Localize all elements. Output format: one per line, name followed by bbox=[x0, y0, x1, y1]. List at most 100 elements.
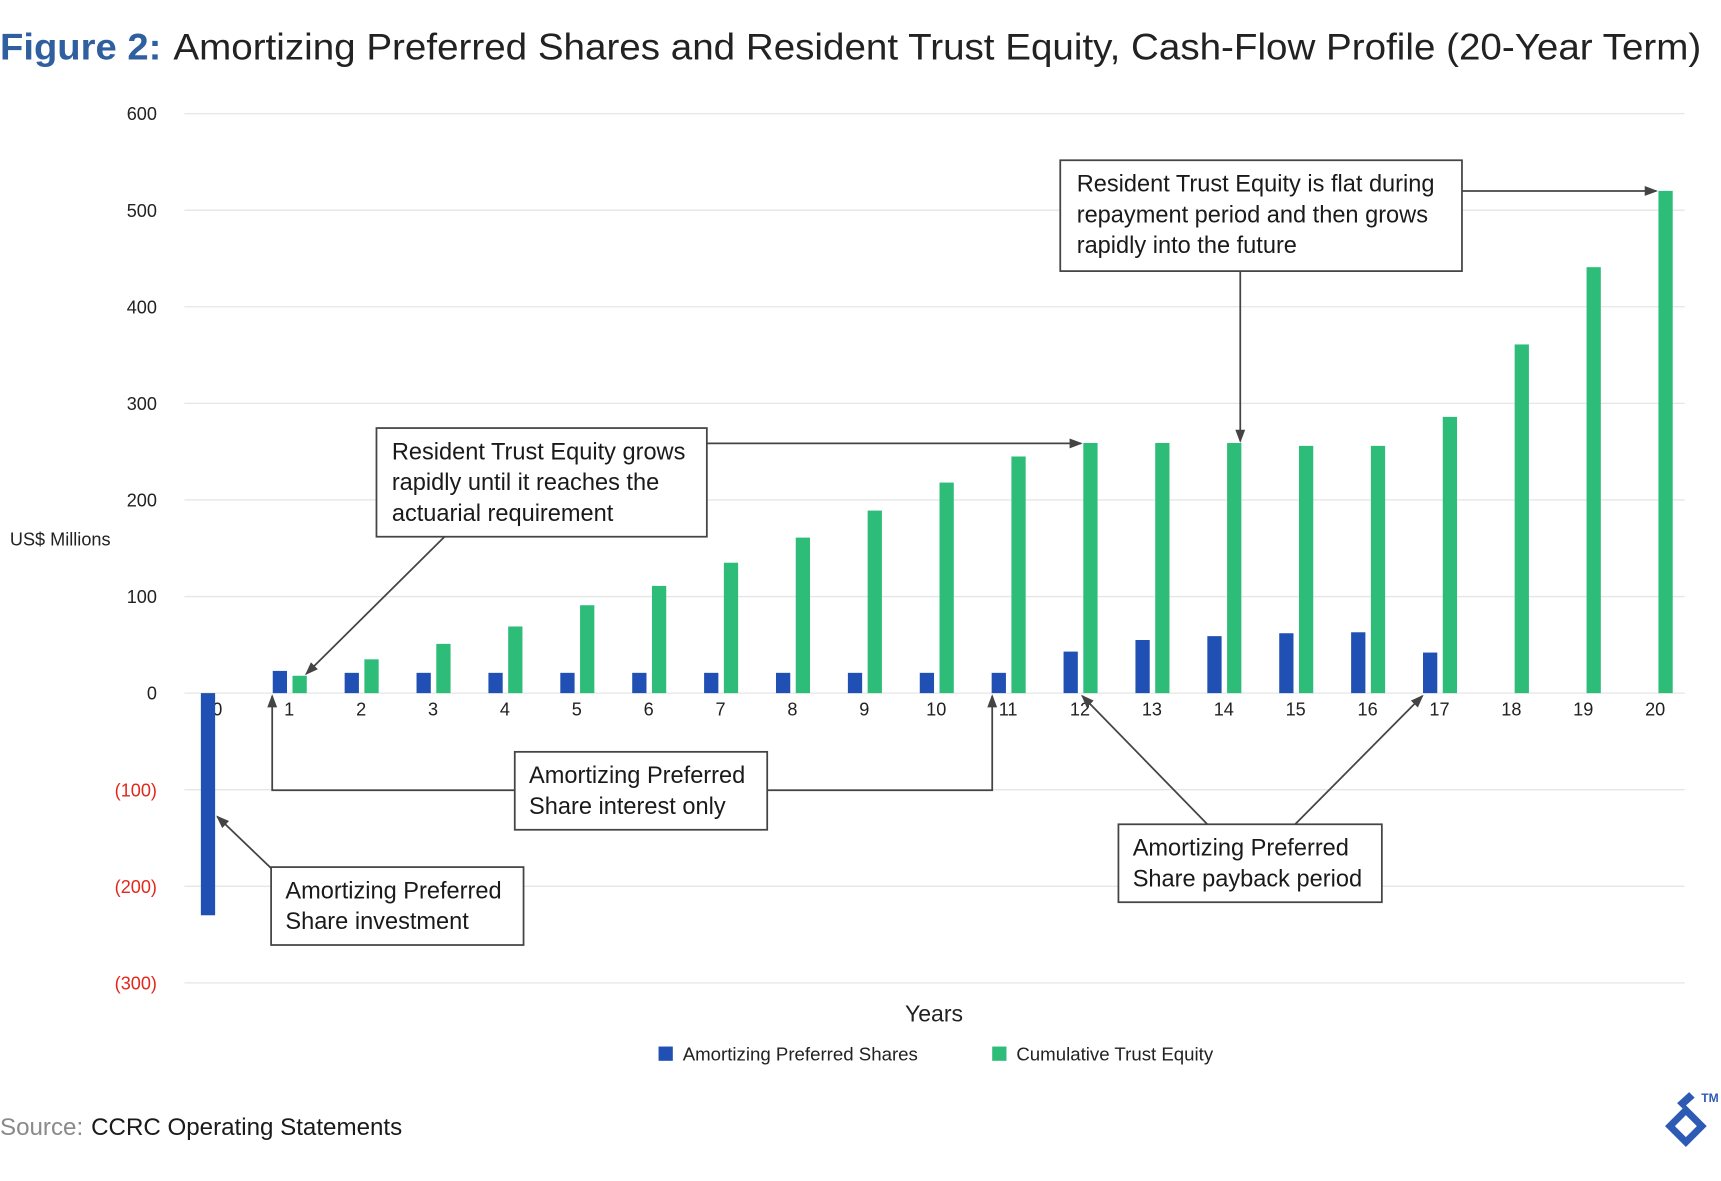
x-tick-label: 17 bbox=[1429, 700, 1449, 720]
legend-swatch-cumulative-trust-equity bbox=[992, 1046, 1007, 1061]
bar-amortizing-preferred-shares-year-9 bbox=[847, 672, 863, 694]
bar-cumulative-trust-equity-year-12 bbox=[1083, 442, 1098, 694]
bar-cumulative-trust-equity-year-7 bbox=[723, 562, 739, 694]
annotation-line: Resident Trust Equity grows bbox=[392, 438, 686, 464]
annotation-line: actuarial requirement bbox=[392, 500, 614, 526]
bar-amortizing-preferred-shares-year-15 bbox=[1279, 633, 1294, 694]
bar-amortizing-preferred-shares-year-7 bbox=[704, 672, 719, 694]
bar-cumulative-trust-equity-year-2 bbox=[364, 659, 379, 694]
bar-amortizing-preferred-shares-year-5 bbox=[560, 672, 575, 694]
y-tick-label: (300) bbox=[115, 973, 157, 993]
x-tick-label: 15 bbox=[1286, 700, 1306, 720]
figure-label: Figure 2: bbox=[0, 25, 161, 67]
arrow-to-year-0-investment bbox=[216, 815, 272, 869]
bar-cumulative-trust-equity-year-17 bbox=[1442, 416, 1458, 694]
y-tick-label: 300 bbox=[127, 394, 157, 414]
x-axis-tick-labels: 0 1 2 3 4 5 6 7 8 9 10 11 12 13 14 15 16 17 18 19 20 bbox=[212, 700, 1665, 720]
bar-amortizing-preferred-shares-year-6 bbox=[632, 672, 647, 694]
arrow-to-year-12-payback bbox=[1081, 694, 1208, 825]
bar-amortizing-preferred-shares-year-13 bbox=[1135, 640, 1150, 694]
bars bbox=[200, 190, 1673, 916]
y-tick-label: 500 bbox=[127, 201, 157, 221]
bar-cumulative-trust-equity-year-11 bbox=[1011, 456, 1026, 694]
bar-cumulative-trust-equity-year-9 bbox=[867, 510, 882, 694]
bar-amortizing-preferred-shares-year-11 bbox=[991, 672, 1006, 694]
annotation-line: Amortizing Preferred bbox=[529, 762, 745, 788]
legend-label-amortizing-preferred-shares: Amortizing Preferred Shares bbox=[683, 1043, 918, 1064]
annotation-line: Amortizing Preferred bbox=[285, 877, 501, 903]
x-tick-label: 16 bbox=[1358, 700, 1378, 720]
x-tick-label: 14 bbox=[1214, 700, 1234, 720]
annotation-arrows bbox=[216, 186, 1658, 869]
legend-swatch-amortizing-preferred-shares bbox=[658, 1046, 673, 1061]
y-tick-label: 200 bbox=[127, 491, 157, 511]
annotation-interest-only: Amortizing Preferred Share interest only bbox=[513, 750, 769, 831]
bar-amortizing-preferred-shares-year-4 bbox=[488, 672, 503, 694]
source-text: CCRC Operating Statements bbox=[91, 1114, 402, 1141]
x-tick-label: 12 bbox=[1070, 700, 1090, 720]
annotation-payback-period: Amortizing Preferred Share payback perio… bbox=[1117, 823, 1383, 904]
bar-amortizing-preferred-shares-year-1 bbox=[272, 670, 288, 694]
bar-amortizing-preferred-shares-year-8 bbox=[775, 672, 791, 694]
bar-cumulative-trust-equity-year-6 bbox=[651, 585, 667, 694]
bar-amortizing-preferred-shares-year-17 bbox=[1423, 652, 1438, 694]
x-axis-label: Years bbox=[905, 1000, 963, 1026]
annotation-trust-equity-grows: Resident Trust Equity grows rapidly unti… bbox=[375, 427, 708, 538]
y-axis-label: US$ Millions bbox=[10, 529, 111, 549]
bar-cumulative-trust-equity-year-16 bbox=[1370, 445, 1386, 694]
brand-logo-icon bbox=[1665, 1092, 1707, 1147]
x-tick-label: 3 bbox=[428, 700, 438, 720]
annotation-line: rapidly into the future bbox=[1077, 232, 1297, 258]
bar-cumulative-trust-equity-year-14 bbox=[1227, 442, 1242, 694]
bar-amortizing-preferred-shares-year-16 bbox=[1351, 632, 1366, 694]
bar-cumulative-trust-equity-year-5 bbox=[580, 605, 595, 694]
bar-cumulative-trust-equity-year-18 bbox=[1514, 344, 1529, 694]
bar-cumulative-trust-equity-year-10 bbox=[939, 482, 954, 694]
gridlines bbox=[184, 112, 1685, 984]
bar-cumulative-trust-equity-year-19 bbox=[1586, 267, 1601, 694]
bar-cumulative-trust-equity-year-15 bbox=[1298, 445, 1314, 694]
bar-amortizing-preferred-shares-year-2 bbox=[344, 672, 359, 694]
arrow-to-year-17-payback bbox=[1294, 694, 1424, 825]
bar-amortizing-preferred-shares-year-3 bbox=[416, 672, 431, 694]
bar-amortizing-preferred-shares-year-12 bbox=[1063, 651, 1078, 694]
x-tick-label: 18 bbox=[1501, 700, 1521, 720]
bar-cumulative-trust-equity-year-13 bbox=[1155, 442, 1170, 694]
trademark-mark: TM bbox=[1701, 1091, 1718, 1105]
x-tick-label: 4 bbox=[500, 700, 510, 720]
y-tick-label: 0 bbox=[147, 684, 157, 704]
annotation-line: rapidly until it reaches the bbox=[392, 469, 659, 495]
x-tick-label: 5 bbox=[572, 700, 582, 720]
x-tick-label: 9 bbox=[859, 700, 869, 720]
x-tick-label: 1 bbox=[284, 700, 294, 720]
annotation-line: Resident Trust Equity is flat during bbox=[1077, 171, 1435, 197]
bar-cumulative-trust-equity-year-4 bbox=[508, 626, 523, 694]
x-tick-label: 13 bbox=[1142, 700, 1162, 720]
annotation-box bbox=[1117, 823, 1383, 904]
annotation-box bbox=[1059, 159, 1463, 272]
y-tick-label: 100 bbox=[127, 587, 157, 607]
x-tick-label: 20 bbox=[1645, 700, 1665, 720]
x-tick-label: 0 bbox=[212, 700, 222, 720]
legend-label-cumulative-trust-equity: Cumulative Trust Equity bbox=[1016, 1043, 1214, 1064]
y-tick-label: (100) bbox=[115, 780, 157, 800]
x-tick-label: 19 bbox=[1573, 700, 1593, 720]
x-tick-label: 6 bbox=[644, 700, 654, 720]
x-tick-label: 8 bbox=[787, 700, 797, 720]
bar-amortizing-preferred-shares-year-14 bbox=[1207, 636, 1222, 694]
x-tick-label: 11 bbox=[999, 700, 1018, 720]
bar-cumulative-trust-equity-year-3 bbox=[436, 643, 451, 694]
annotation-line: Share interest only bbox=[529, 793, 726, 819]
y-tick-label: 600 bbox=[127, 104, 157, 124]
source-label: Source: bbox=[0, 1114, 83, 1141]
annotation-trust-equity-flat: Resident Trust Equity is flat during rep… bbox=[1059, 159, 1463, 272]
annotation-box bbox=[375, 427, 708, 538]
annotation-investment: Amortizing Preferred Share investment bbox=[270, 866, 525, 946]
bar-amortizing-preferred-shares-year-0 bbox=[200, 693, 216, 916]
annotation-line: Share payback period bbox=[1133, 865, 1362, 891]
annotation-line: Amortizing Preferred bbox=[1133, 835, 1349, 861]
bar-cumulative-trust-equity-year-8 bbox=[795, 537, 811, 694]
bar-amortizing-preferred-shares-year-10 bbox=[919, 672, 935, 694]
annotation-box bbox=[513, 750, 769, 831]
